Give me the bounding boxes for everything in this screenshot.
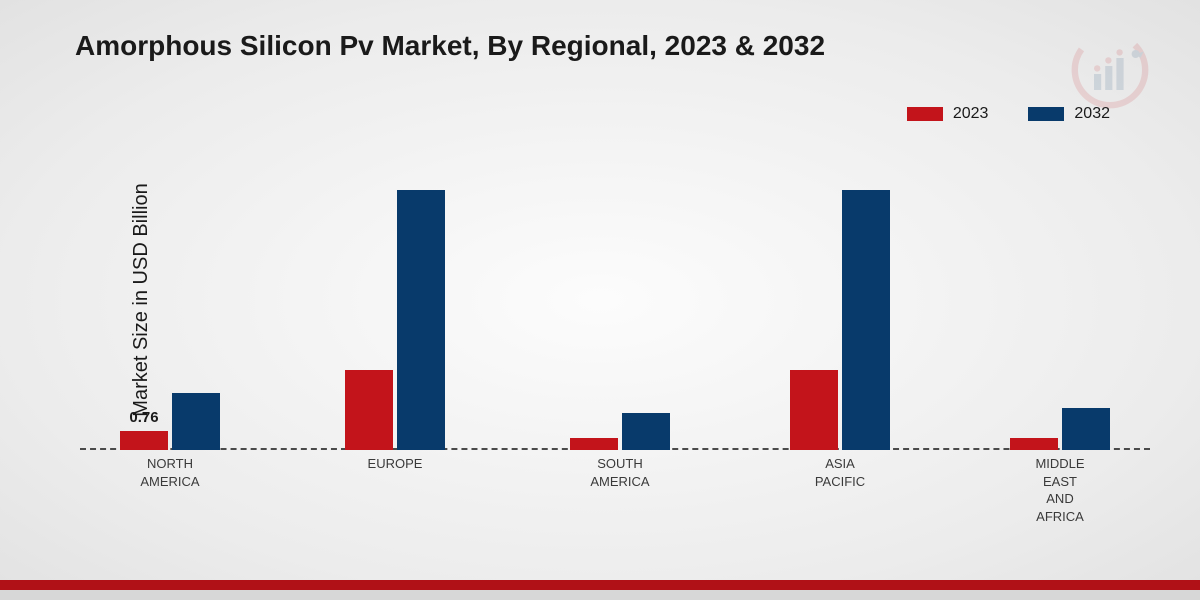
x-axis-label: MIDDLE EAST AND AFRICA bbox=[1000, 455, 1120, 525]
bar-2032 bbox=[397, 190, 445, 450]
bar-2023 bbox=[1010, 438, 1058, 451]
legend-swatch-2023 bbox=[907, 107, 943, 121]
x-axis-label: NORTH AMERICA bbox=[110, 455, 230, 490]
bar-2032 bbox=[622, 413, 670, 451]
legend-item-2032: 2032 bbox=[1028, 105, 1110, 123]
bar-group: 0.76 bbox=[110, 393, 230, 451]
stripe-red bbox=[0, 580, 1200, 590]
bar-2023 bbox=[570, 438, 618, 451]
chart-container: Amorphous Silicon Pv Market, By Regional… bbox=[0, 0, 1200, 600]
bar-value-label: 0.76 bbox=[129, 409, 158, 426]
bar-2023: 0.76 bbox=[120, 431, 168, 450]
stripe-grey bbox=[0, 590, 1200, 600]
bar-2023 bbox=[790, 370, 838, 450]
bar-group bbox=[780, 190, 900, 450]
legend-swatch-2032 bbox=[1028, 107, 1064, 121]
legend: 2023 2032 bbox=[907, 105, 1110, 123]
x-axis-label: ASIA PACIFIC bbox=[780, 455, 900, 490]
x-axis-label: EUROPE bbox=[335, 455, 455, 473]
bar-2032 bbox=[842, 190, 890, 450]
legend-item-2023: 2023 bbox=[907, 105, 989, 123]
bar-2023 bbox=[345, 370, 393, 450]
bar-2032 bbox=[1062, 408, 1110, 451]
legend-label-2032: 2032 bbox=[1074, 105, 1110, 123]
x-axis-label: SOUTH AMERICA bbox=[560, 455, 680, 490]
bar-group bbox=[335, 190, 455, 450]
bar-2032 bbox=[172, 393, 220, 451]
chart-title: Amorphous Silicon Pv Market, By Regional… bbox=[75, 30, 825, 62]
bar-group bbox=[560, 413, 680, 451]
legend-label-2023: 2023 bbox=[953, 105, 989, 123]
plot-area: 0.76 bbox=[80, 150, 1150, 450]
brand-logo-icon bbox=[1070, 30, 1150, 110]
x-axis-labels: NORTH AMERICA EUROPE SOUTH AMERICA ASIA PAC… bbox=[80, 455, 1150, 555]
bottom-stripe bbox=[0, 580, 1200, 600]
bar-group bbox=[1000, 408, 1120, 451]
